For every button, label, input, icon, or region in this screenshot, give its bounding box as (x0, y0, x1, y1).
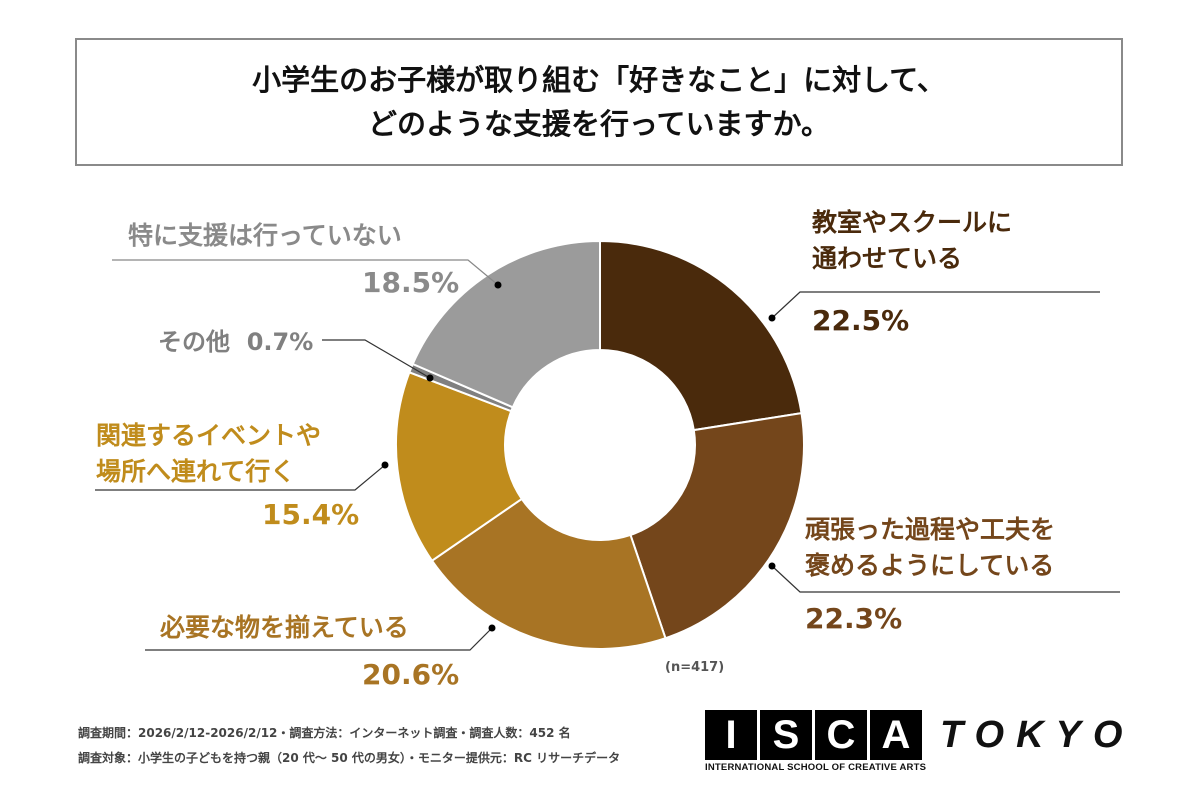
category-label: 教室やスクールに 通わせている (812, 208, 1013, 273)
leader-dot-5 (494, 281, 502, 289)
footer-survey-period: 調査期間：2026/2/12-2026/2/12・調査方法：インターネット調査・… (78, 726, 571, 740)
leader-line-5 (112, 259, 499, 286)
sample-size-note: (n=417) (665, 660, 725, 675)
leader-line-2 (145, 627, 493, 651)
value-label-4: 0.7% (246, 328, 314, 356)
leader-dot-0 (768, 314, 776, 322)
leader-line-1 (771, 565, 1120, 593)
label-3: 関連するイベントや 場所へ連れて行く (96, 418, 321, 490)
value-label-1: 22.3% (805, 602, 903, 635)
category-label: その他 (158, 328, 230, 356)
logo-tokyo: TOKYO (940, 714, 1135, 756)
logo-letter: S (760, 710, 812, 760)
isca-tokyo-logo: I S C A INTERNATIONAL SCHOOL OF CREATIVE… (705, 710, 1122, 773)
logo-letter: A (870, 710, 922, 760)
footer-survey-target: 調査対象：小学生の子どもを持つ親（20 代～ 50 代の男女）・モニター提供元：… (78, 751, 621, 765)
leader-line-4 (322, 339, 431, 379)
label-4: その他 0.7% (158, 322, 313, 357)
label-1: 頑張った過程や工夫を 褒めるようにしている (805, 512, 1055, 584)
leader-dot-3 (381, 461, 389, 469)
title-line-1: 小学生のお子様が取り組む「好きなこと」に対して、 (252, 63, 946, 97)
donut-slice-3 (395, 371, 524, 563)
value-label-3: 15.4% (262, 498, 360, 531)
label-5: 特に支援は行っていない (128, 221, 402, 250)
logo-letter: I (705, 710, 757, 760)
title-box: 小学生のお子様が取り組む「好きなこと」に対して、 どのような支援を行っていますか… (75, 38, 1123, 166)
donut-slice-2 (430, 497, 667, 650)
donut-slice-0 (599, 239, 803, 432)
logo-letter: C (815, 710, 867, 760)
label-0: 教室やスクールに 通わせている (812, 205, 1012, 277)
donut-slice-1 (629, 411, 805, 640)
category-label: 頑張った過程や工夫を 褒めるようにしている (805, 515, 1056, 580)
leader-line-0 (771, 291, 1100, 319)
leader-dot-1 (768, 562, 776, 570)
value-label-5: 18.5% (362, 266, 460, 299)
title-line-2: どのような支援を行っていますか。 (368, 107, 830, 141)
value-label-2: 20.6% (362, 658, 460, 691)
value-label-0: 22.5% (812, 304, 910, 337)
label-2: 必要な物を揃えている (160, 613, 409, 642)
leader-dot-2 (488, 624, 496, 632)
category-label: 関連するイベントや 場所へ連れて行く (96, 421, 322, 486)
donut-slice-5 (411, 239, 601, 409)
leader-line-3 (95, 464, 386, 491)
leader-dot-4 (426, 374, 434, 382)
logo-subtitle: INTERNATIONAL SCHOOL OF CREATIVE ARTS (705, 762, 927, 773)
